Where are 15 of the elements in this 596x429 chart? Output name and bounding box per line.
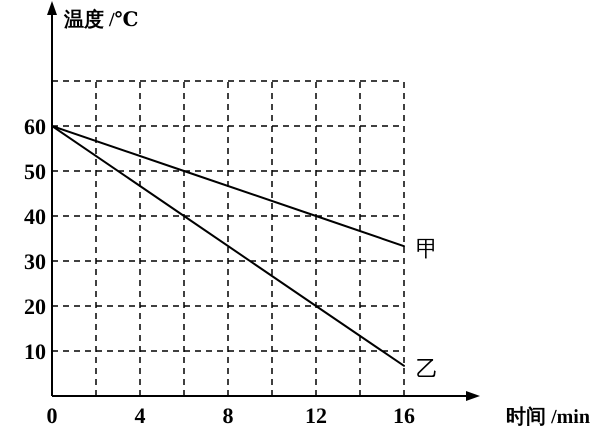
y-tick-label: 10 <box>24 339 46 364</box>
x-tick-label: 16 <box>393 403 415 428</box>
x-tick-label: 12 <box>305 403 327 428</box>
y-tick-label: 20 <box>24 294 46 319</box>
y-tick-label: 50 <box>24 159 46 184</box>
series-label: 甲 <box>416 237 438 262</box>
series-label: 乙 <box>416 356 438 382</box>
y-tick-label: 40 <box>24 204 46 229</box>
x-axis-title: 时间 /min <box>506 406 590 428</box>
y-tick-label: 30 <box>24 249 46 274</box>
y-axis-title: 温度 /℃ <box>63 8 139 31</box>
x-tick-label: 0 <box>46 403 58 428</box>
x-tick-label: 4 <box>134 403 146 428</box>
y-tick-label: 60 <box>24 114 46 139</box>
x-tick-label: 8 <box>222 403 234 428</box>
